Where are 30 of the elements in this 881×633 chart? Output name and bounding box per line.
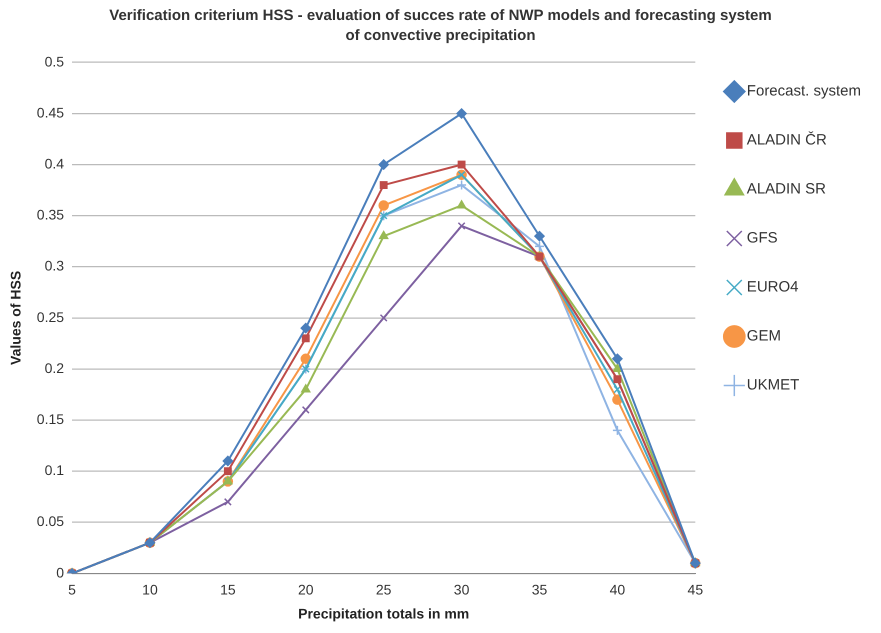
y-tick-label: 0.45 — [36, 104, 64, 120]
legend-label: ALADIN SR — [746, 180, 826, 198]
y-tick-label: 0.2 — [44, 360, 64, 376]
y-tick-label: 0.35 — [36, 206, 64, 223]
y-axis-title: Values of HSS — [7, 270, 24, 365]
x-tick-label: 40 — [610, 582, 626, 598]
legend-label: UKMET — [746, 376, 800, 394]
x-tick-label: 35 — [532, 582, 548, 598]
y-tick-label: 0.3 — [44, 258, 64, 274]
legend-label: GEM — [746, 328, 781, 345]
x-tick-label: 10 — [142, 582, 158, 598]
x-tick-label: 20 — [298, 582, 314, 598]
x-tick-label: 25 — [376, 582, 392, 598]
y-tick-label: 0.25 — [36, 308, 64, 325]
x-tick-label: 5 — [68, 582, 76, 598]
y-tick-label: 0.1 — [44, 462, 64, 478]
legend-label: Forecast. system — [746, 82, 862, 100]
x-tick-label: 45 — [688, 582, 704, 598]
legend-label: EURO4 — [746, 278, 798, 296]
y-tick-label: 0.15 — [36, 410, 64, 427]
chart-title: Verification criterium HSS - evaluation of succes rate of NWP models and forecasting system of convective precipitation — [108, 6, 773, 46]
y-tick-label: 0.4 — [44, 155, 64, 172]
legend-label: GFS — [746, 230, 778, 247]
y-tick-label: 0.05 — [36, 513, 64, 530]
x-tick-label: 30 — [454, 582, 470, 598]
legend-label: ALADIN ČR — [746, 130, 827, 149]
y-tick-label: 0 — [56, 564, 64, 580]
y-tick-label: 0.5 — [44, 53, 64, 70]
x-tick-label: 15 — [220, 582, 236, 598]
x-axis-title: Precipitation totals in mm — [298, 605, 470, 622]
